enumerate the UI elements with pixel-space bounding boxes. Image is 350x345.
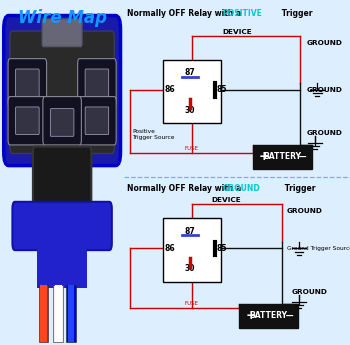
Text: GROUND: GROUND <box>307 87 343 93</box>
Text: GROUND: GROUND <box>223 184 260 193</box>
Text: 87: 87 <box>184 227 195 236</box>
FancyBboxPatch shape <box>4 16 120 166</box>
Text: 86: 86 <box>165 244 175 253</box>
FancyBboxPatch shape <box>50 109 74 136</box>
Text: FUSE: FUSE <box>185 301 199 306</box>
Text: +: + <box>245 309 256 322</box>
Text: GROUND: GROUND <box>307 130 343 136</box>
Text: DEVICE: DEVICE <box>211 197 241 203</box>
Bar <box>38 285 48 342</box>
Bar <box>40 285 47 342</box>
FancyBboxPatch shape <box>10 31 114 154</box>
FancyBboxPatch shape <box>8 97 47 145</box>
FancyBboxPatch shape <box>15 69 39 97</box>
Text: BATTERY: BATTERY <box>250 311 288 320</box>
Text: 85: 85 <box>217 85 227 94</box>
Text: 87: 87 <box>184 68 195 77</box>
FancyBboxPatch shape <box>85 107 109 135</box>
Text: GROUND: GROUND <box>307 40 343 46</box>
Bar <box>37 240 87 288</box>
Bar <box>163 218 221 282</box>
FancyBboxPatch shape <box>33 147 91 217</box>
Text: Wire Map: Wire Map <box>18 9 107 27</box>
Text: Ground Trigger Source: Ground Trigger Source <box>287 246 350 251</box>
FancyBboxPatch shape <box>13 202 112 250</box>
Text: Trigger: Trigger <box>279 9 313 18</box>
FancyBboxPatch shape <box>43 97 82 145</box>
Text: 30: 30 <box>184 264 195 273</box>
Bar <box>55 285 62 342</box>
Text: −: − <box>284 311 294 321</box>
FancyBboxPatch shape <box>85 69 109 97</box>
FancyBboxPatch shape <box>78 97 116 145</box>
Text: DEVICE: DEVICE <box>222 29 252 34</box>
Bar <box>253 145 312 169</box>
Text: −: − <box>298 152 307 162</box>
Text: Normally OFF Relay with a: Normally OFF Relay with a <box>126 184 243 193</box>
Text: BATTERY: BATTERY <box>263 152 301 161</box>
Bar <box>239 304 298 328</box>
FancyBboxPatch shape <box>8 59 47 107</box>
Text: 86: 86 <box>165 85 175 94</box>
Text: Normally OFF Relay with a: Normally OFF Relay with a <box>126 9 243 18</box>
Text: FUSE: FUSE <box>185 146 199 151</box>
Text: Positive
Trigger Source: Positive Trigger Source <box>132 129 175 140</box>
Text: GROUND: GROUND <box>291 289 327 295</box>
FancyBboxPatch shape <box>42 19 82 47</box>
FancyBboxPatch shape <box>78 59 116 107</box>
Text: 30: 30 <box>184 106 195 115</box>
Bar <box>68 285 74 342</box>
Bar <box>54 285 63 342</box>
Text: GROUND: GROUND <box>287 208 323 214</box>
Text: 85: 85 <box>217 244 227 253</box>
Bar <box>66 285 76 342</box>
FancyBboxPatch shape <box>15 107 39 135</box>
Text: POSITIVE: POSITIVE <box>223 9 262 18</box>
Text: +: + <box>259 150 270 164</box>
Text: Trigger: Trigger <box>282 184 316 193</box>
Bar <box>163 60 221 124</box>
